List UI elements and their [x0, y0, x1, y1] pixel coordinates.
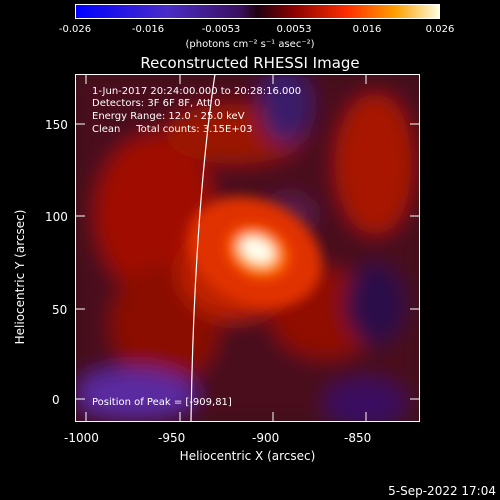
info-detectors: Detectors: 3F 6F 8F, Att 0 [92, 98, 221, 109]
y-tick-label: 150 [45, 118, 68, 132]
x-tick-label: -850 [344, 431, 372, 445]
y-tick-label: 0 [52, 393, 60, 407]
colorbar-tick: 0.026 [425, 24, 455, 35]
colorbar [75, 4, 440, 19]
solar-image [75, 74, 420, 422]
colorbar-tick: -0.026 [58, 24, 92, 35]
colorbar-tick: 0.016 [352, 24, 382, 35]
info-time-range: 1-Jun-2017 20:24:00.000 to 20:28:16.000 [92, 86, 302, 97]
solar-limb-line [190, 74, 216, 422]
y-tick-label: 100 [45, 210, 68, 224]
colorbar-tick: -0.0053 [201, 24, 241, 35]
colorbar-unit-label: (photons cm⁻² s⁻¹ asec⁻²) [185, 39, 315, 50]
timestamp: 5-Sep-2022 17:04 [388, 484, 496, 498]
image-title: Reconstructed RHESSI Image [140, 54, 360, 72]
x-tick-label: -950 [158, 431, 186, 445]
colorbar-tick: 0.0053 [276, 24, 312, 35]
y-tick-label: 50 [52, 303, 68, 317]
x-axis-label: Heliocentric X (arcsec) [179, 449, 316, 463]
info-method: Clean Total counts: 3.15E+03 [92, 124, 253, 135]
x-tick-label: -1000 [64, 431, 99, 445]
x-tick-label: -900 [252, 431, 280, 445]
info-peak-position: Position of Peak = [-909,81] [92, 397, 232, 408]
colorbar-tick: -0.016 [131, 24, 165, 35]
info-energy: Energy Range: 12.0 - 25.0 keV [92, 111, 245, 122]
